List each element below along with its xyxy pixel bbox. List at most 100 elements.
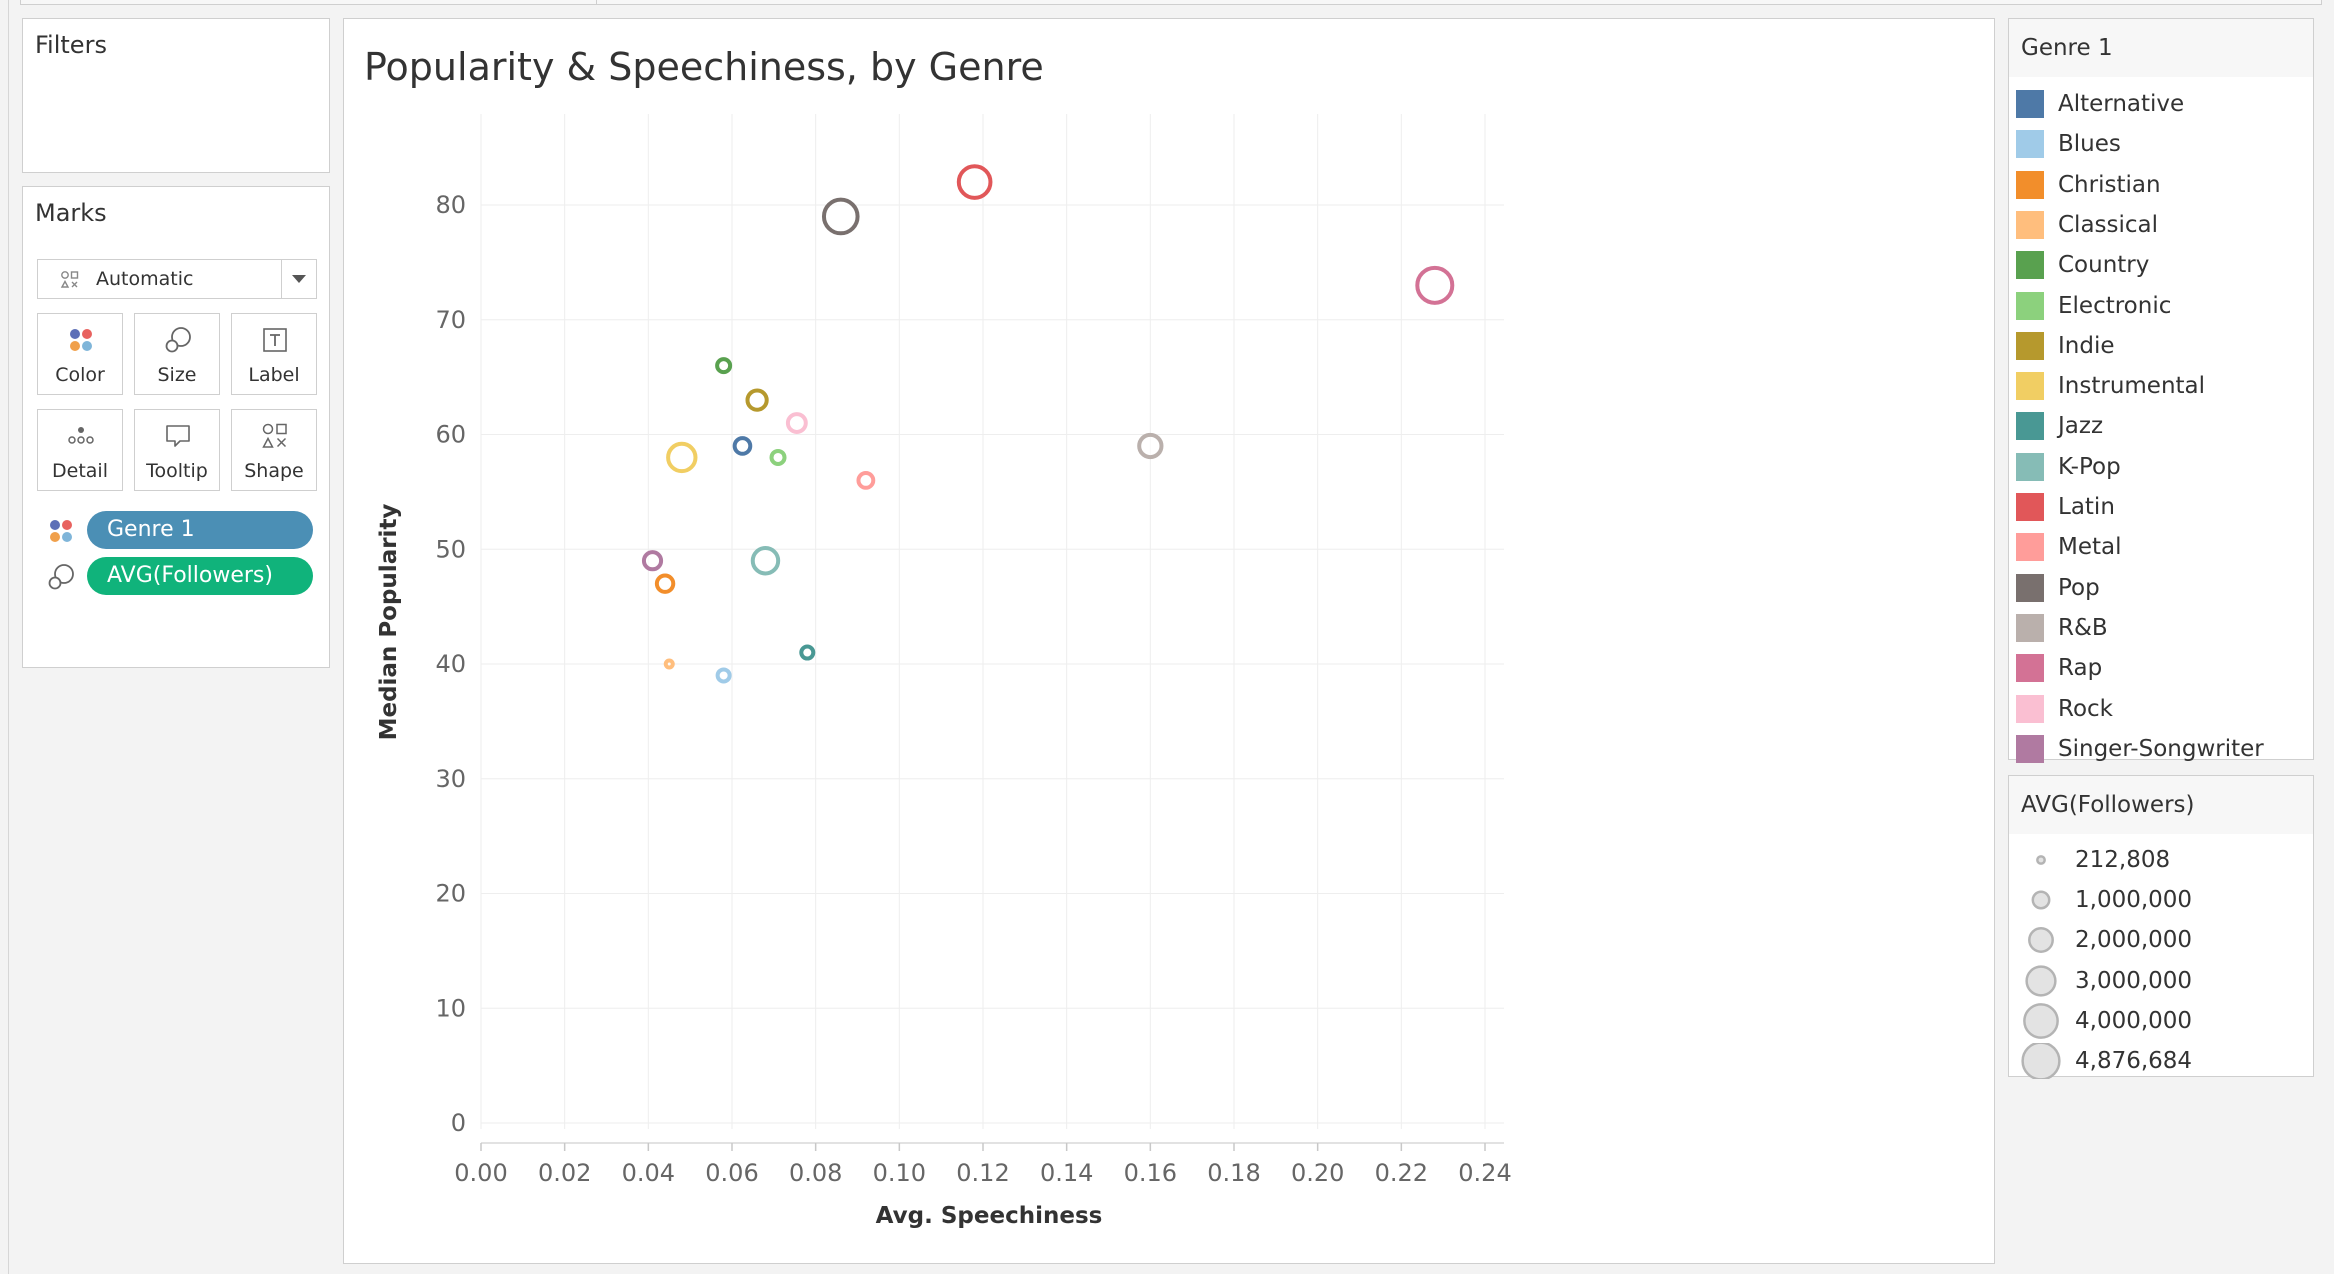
x-tick-label: 0.24 xyxy=(1458,1159,1511,1187)
legend-swatch xyxy=(2016,90,2044,118)
genre-legend-item[interactable]: Alternative xyxy=(2016,89,2306,119)
y-tick-label: 50 xyxy=(435,535,466,563)
genre-legend-item[interactable]: Classical xyxy=(2016,210,2306,240)
size-legend-circle xyxy=(2031,890,2051,910)
tooltip-bubble-icon xyxy=(166,425,190,447)
size-legend-circle xyxy=(2023,1002,2059,1039)
legend-label: K-Pop xyxy=(2058,453,2121,480)
size-button[interactable]: Size xyxy=(134,313,220,395)
genre-legend-item[interactable]: Pop xyxy=(2016,573,2306,603)
size-circles-icon xyxy=(165,327,191,353)
chart-panel: Popularity & Speechiness, by Genre 0.00 0… xyxy=(343,18,1995,1264)
legend-swatch xyxy=(2016,372,2044,401)
data-point[interactable] xyxy=(799,644,816,661)
chevron-down-icon[interactable] xyxy=(292,275,306,283)
legend-swatch xyxy=(2016,493,2044,521)
genre-legend-item[interactable]: Rock xyxy=(2016,694,2306,724)
size-legend-item[interactable]: 212,808 xyxy=(2019,842,2309,878)
legend-label: Latin xyxy=(2058,494,2115,520)
y-tick-label: 70 xyxy=(435,306,466,334)
genre-color-legend: Genre 1 Alternative Blues Christian Classic… xyxy=(2008,18,2314,763)
data-point[interactable] xyxy=(750,546,781,576)
data-point[interactable] xyxy=(1137,432,1164,460)
data-point[interactable] xyxy=(715,667,732,684)
label-button[interactable]: Label xyxy=(231,313,317,395)
data-point[interactable] xyxy=(769,448,787,466)
followers-pill[interactable]: AVG(Followers) xyxy=(87,557,313,595)
color-button-label: Color xyxy=(55,364,105,386)
genre-legend-item[interactable]: K-Pop xyxy=(2016,452,2306,482)
genre-legend-item[interactable]: Rap xyxy=(2016,653,2306,683)
legend-label: Christian xyxy=(2058,171,2161,198)
size-button-label: Size xyxy=(157,364,197,386)
size-legend-label: 4,000,000 xyxy=(2075,1007,2193,1034)
size-circle xyxy=(2025,964,2057,997)
chart-title: Popularity & Speechiness, by Genre xyxy=(364,45,1044,89)
window-left-border xyxy=(8,0,9,1274)
data-point[interactable] xyxy=(641,550,664,572)
genre-legend-item[interactable]: Singer-Songwriter xyxy=(2016,734,2306,764)
top-toolbar-strip xyxy=(20,0,2322,5)
data-point[interactable] xyxy=(663,658,675,670)
marks-card: Marks Automatic Color Size Label xyxy=(22,186,330,668)
legend-swatch xyxy=(2016,654,2044,683)
shape-button[interactable]: Shape xyxy=(231,409,317,491)
genre-legend-item[interactable]: Country xyxy=(2016,250,2306,280)
size-legend-label: 212,808 xyxy=(2075,847,2171,873)
data-point[interactable] xyxy=(856,470,876,490)
legend-label: Singer-Songwriter xyxy=(2058,735,2264,762)
detail-button[interactable]: Detail xyxy=(37,409,123,491)
scatter-plot[interactable]: 0.00 0.02 0.04 0.06 0.08 0.10 0.12 0.14 0.16 0.18… xyxy=(344,19,1994,1263)
legend-label: Rock xyxy=(2058,695,2113,722)
genre-legend-item[interactable]: Blues xyxy=(2016,129,2306,159)
genre-legend-item[interactable]: Christian xyxy=(2016,170,2306,200)
x-tick-label: 0.08 xyxy=(789,1159,842,1187)
genre-legend-item[interactable]: Metal xyxy=(2016,532,2306,562)
legend-swatch xyxy=(2016,734,2044,763)
label-text-icon xyxy=(263,328,287,352)
size-circle xyxy=(2036,855,2046,865)
size-circle xyxy=(2028,927,2054,954)
data-point[interactable] xyxy=(1415,265,1455,305)
tooltip-button[interactable]: Tooltip xyxy=(134,409,220,491)
color-dots-icon xyxy=(70,329,92,351)
size-legend-item[interactable]: 4,876,684 xyxy=(2019,1043,2309,1079)
data-point[interactable] xyxy=(654,573,676,594)
legend-label: Electronic xyxy=(2058,292,2172,319)
size-legend-item[interactable]: 3,000,000 xyxy=(2019,963,2309,999)
genre-legend-item[interactable]: Electronic xyxy=(2016,291,2306,321)
x-tick-label: 0.02 xyxy=(538,1159,591,1187)
data-point[interactable] xyxy=(821,197,860,236)
legend-label: Instrumental xyxy=(2058,373,2206,400)
genre-legend-item[interactable]: Jazz xyxy=(2016,411,2306,441)
genre-legend-item[interactable]: Latin xyxy=(2016,492,2306,522)
genre-pill-row: Genre 1 xyxy=(47,511,317,549)
size-legend-item[interactable]: 1,000,000 xyxy=(2019,882,2309,918)
legend-swatch xyxy=(2016,170,2044,199)
color-button[interactable]: Color xyxy=(37,313,123,395)
data-point[interactable] xyxy=(956,164,993,200)
size-legend-label: 1,000,000 xyxy=(2075,887,2193,914)
x-tick-label: 0.18 xyxy=(1207,1159,1260,1187)
mark-type-dropdown[interactable]: Automatic xyxy=(37,259,317,299)
genre-legend-item[interactable]: Indie xyxy=(2016,331,2306,361)
size-circle xyxy=(2031,890,2051,910)
genre-legend-item[interactable]: Instrumental xyxy=(2016,371,2306,401)
x-tick-label: 0.20 xyxy=(1291,1159,1344,1187)
legend-swatch xyxy=(2016,573,2044,602)
size-legend-item[interactable]: 4,000,000 xyxy=(2019,1002,2309,1039)
data-point[interactable] xyxy=(785,412,808,434)
data-point[interactable] xyxy=(666,441,698,474)
size-legend-circle xyxy=(2025,964,2057,997)
data-point[interactable] xyxy=(745,388,769,412)
legend-label: R&B xyxy=(2058,614,2108,641)
data-point[interactable] xyxy=(715,357,733,375)
legend-label: Classical xyxy=(2058,211,2159,238)
y-tick-label: 40 xyxy=(435,650,466,678)
genre-legend-item[interactable]: R&B xyxy=(2016,613,2306,643)
data-point[interactable] xyxy=(732,436,753,456)
genre-pill[interactable]: Genre 1 xyxy=(87,511,313,549)
size-legend-item[interactable]: 2,000,000 xyxy=(2019,922,2309,958)
size-circle xyxy=(2023,1002,2059,1039)
filters-card[interactable]: Filters xyxy=(22,18,330,173)
